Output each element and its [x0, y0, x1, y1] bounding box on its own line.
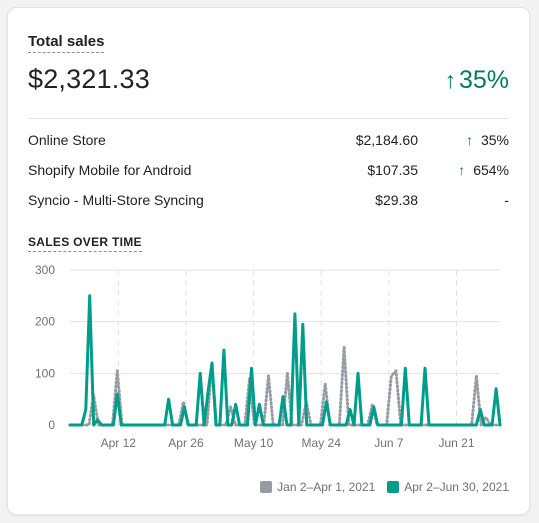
x-tick-label: Apr 26 [168, 436, 204, 450]
sales-by-channel-list: Online Store $2,184.60 ↑ 35% Shopify Mob… [28, 125, 509, 215]
y-tick-label: 0 [48, 418, 55, 432]
card-title[interactable]: Total sales [28, 34, 105, 53]
channel-value: $29.38 [375, 192, 418, 208]
channel-change: ↑ 35% [466, 132, 509, 148]
channel-change-value: - [504, 192, 509, 208]
channel-value: $2,184.60 [355, 132, 418, 148]
legend-item-current[interactable]: Apr 2–Jun 30, 2021 [387, 480, 509, 494]
legend-label-current: Apr 2–Jun 30, 2021 [404, 480, 509, 494]
total-sales-change-value: 35% [458, 66, 509, 94]
x-tick-label: Jun 7 [374, 436, 404, 450]
x-tick-label: Apr 12 [101, 436, 137, 450]
arrow-up-icon: ↑ [465, 132, 473, 148]
series-line-current [68, 294, 502, 427]
channel-name: Online Store [28, 132, 106, 148]
total-sales-value: $2,321.33 [28, 64, 150, 94]
sales-over-time-title[interactable]: SALES OVER TIME [28, 235, 142, 252]
channel-row: Shopify Mobile for Android $107.35 ↑ 654… [28, 155, 509, 185]
divider [28, 118, 509, 119]
arrow-up-icon: ↑ [444, 67, 456, 93]
chart-legend: Jan 2–Apr 1, 2021 Apr 2–Jun 30, 2021 [248, 480, 509, 494]
y-tick-label: 300 [35, 263, 55, 277]
channel-change-value: 35% [480, 132, 509, 148]
y-tick-label: 100 [35, 366, 55, 380]
channel-value: $107.35 [367, 162, 418, 178]
legend-item-previous[interactable]: Jan 2–Apr 1, 2021 [260, 480, 375, 494]
channel-name: Shopify Mobile for Android [28, 162, 192, 178]
channel-name: Syncio - Multi-Store Syncing [28, 192, 204, 208]
channel-row: Syncio - Multi-Store Syncing $29.38 - [28, 185, 509, 215]
legend-label-previous: Jan 2–Apr 1, 2021 [277, 480, 376, 494]
channel-change: ↑ 654% [458, 162, 509, 178]
channel-change-value: 654% [473, 162, 509, 178]
x-tick-label: May 24 [302, 436, 342, 450]
legend-swatch-previous [260, 481, 273, 493]
total-sales-card: Total sales $2,321.33 ↑ 35% Online Store… [8, 8, 529, 514]
x-tick-label: May 10 [234, 436, 274, 450]
y-tick-label: 200 [35, 315, 55, 329]
arrow-up-icon: ↑ [458, 162, 466, 178]
channel-change: - [504, 192, 509, 208]
total-sales-change: ↑ 35% [444, 66, 509, 95]
channel-row: Online Store $2,184.60 ↑ 35% [28, 125, 509, 155]
x-tick-label: Jun 21 [439, 436, 475, 450]
legend-swatch-current [387, 481, 400, 493]
